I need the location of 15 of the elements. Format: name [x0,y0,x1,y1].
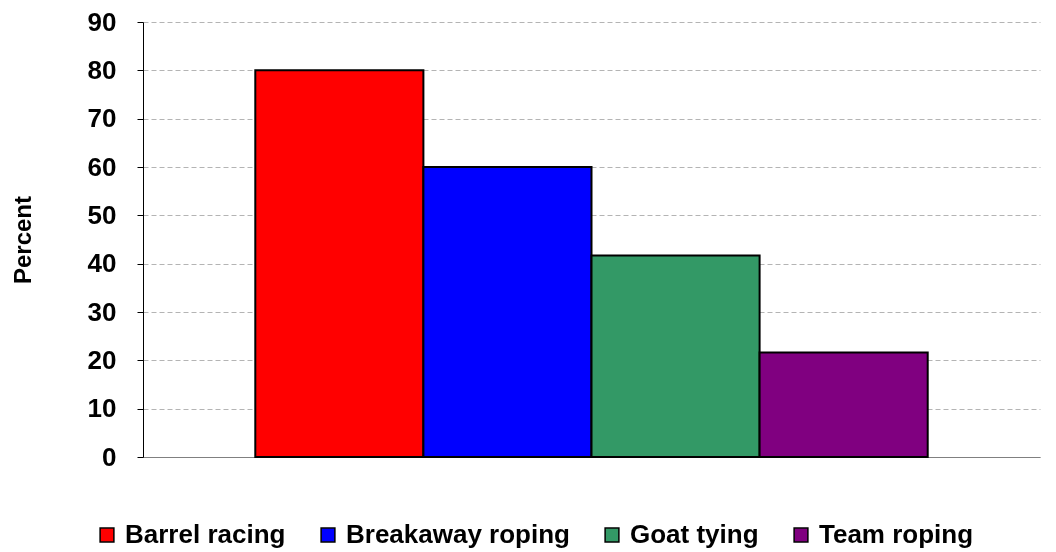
y-tick-label: 10 [87,393,117,424]
y-tick-label: 80 [87,54,117,85]
legend-label: Team roping [819,519,974,549]
y-tick-label: 20 [87,344,117,375]
y-axis-title: Percent [8,195,36,285]
legend-label: Goat tying [630,519,759,549]
y-tick-label: 70 [87,103,117,134]
y-tick-label: 90 [87,6,117,37]
y-tick-label: 40 [87,248,117,279]
y-tick-label: 60 [87,151,117,182]
legend-label: Barrel racing [125,519,286,549]
legend-label: Breakaway roping [346,519,570,549]
y-tick-label: 0 [102,441,117,472]
y-tick-label: 50 [87,199,117,230]
y-tick-label: 30 [87,296,117,327]
